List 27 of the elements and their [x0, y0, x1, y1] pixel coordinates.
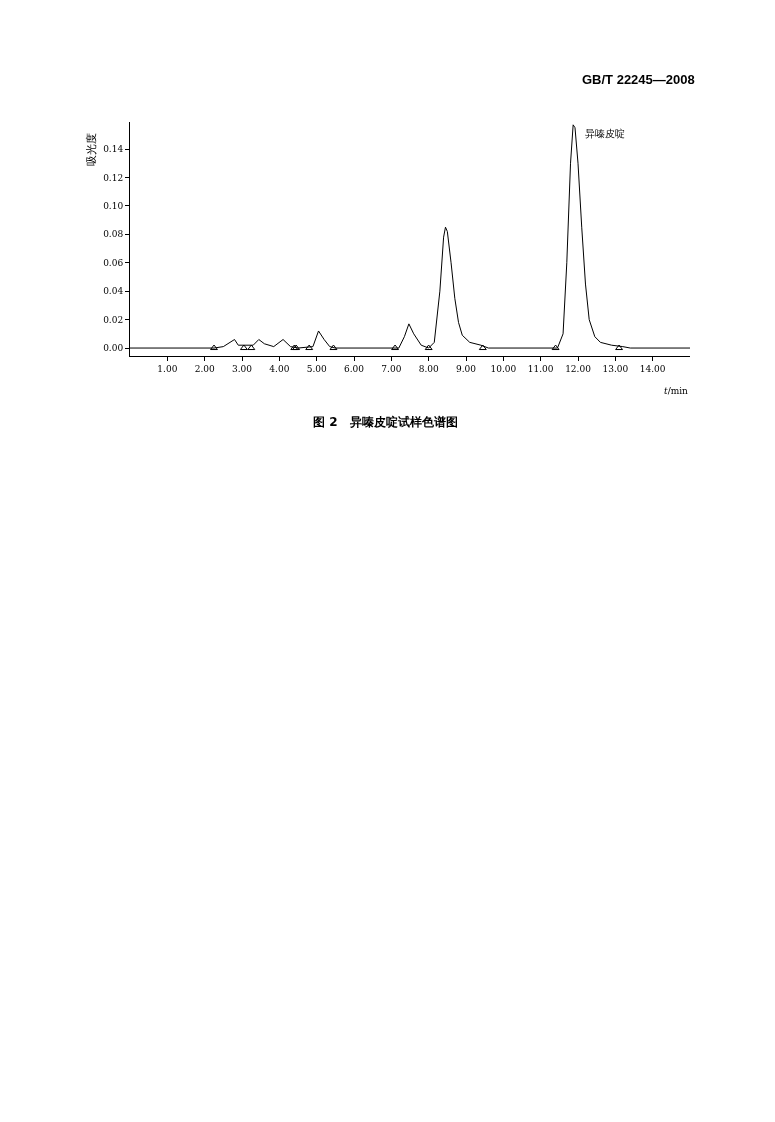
x-tick-label: 1.00: [157, 363, 178, 374]
x-axis-title: t/min: [664, 386, 689, 396]
x-tick-label: 10.00: [490, 363, 517, 374]
y-axis-title: 吸光度: [85, 133, 98, 166]
y-tick-label: 0.08: [103, 229, 124, 240]
chart-subtitle: GB/T 22245—2008: [582, 72, 695, 87]
x-tick-label: 6.00: [343, 363, 365, 374]
x-tick-label: 9.00: [455, 363, 477, 374]
x-tick-label: 3.00: [231, 363, 253, 374]
x-tick-label: 8.00: [418, 363, 439, 374]
x-tick-label: 5.00: [306, 363, 327, 374]
y-tick-label: 0.02: [103, 314, 124, 325]
y-tick-label: 0.12: [103, 172, 124, 183]
x-tick-label: 11.00: [527, 363, 554, 374]
text: 图 2 异嗪皮啶试样色谱图: [313, 415, 458, 429]
x-tick-label: 12.00: [565, 363, 592, 374]
x-tick-label: 2.00: [194, 363, 215, 374]
x-tick-label: 13.00: [602, 363, 629, 374]
y-tick-label: 0.04: [103, 286, 124, 297]
y-tick-label: 0.06: [103, 257, 124, 268]
x-tick-label: 4.00: [269, 363, 290, 374]
x-tick-label: 14.00: [639, 363, 666, 374]
y-tick-label: 0.10: [103, 201, 124, 212]
annotation: 异嗪皮啶: [585, 128, 625, 139]
y-tick-label: 0.00: [103, 343, 124, 354]
y-tick-label: 0.14: [103, 144, 124, 155]
x-tick-label: 7.00: [381, 363, 402, 374]
